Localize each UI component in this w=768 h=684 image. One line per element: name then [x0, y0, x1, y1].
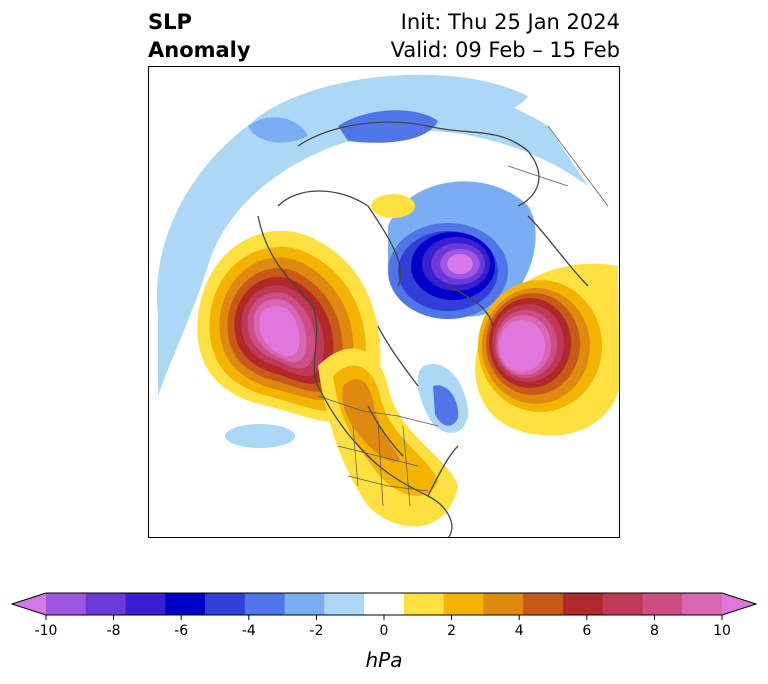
- colorbar-unit-label: hPa: [366, 648, 403, 672]
- colorbar-segments: [10, 592, 758, 616]
- colorbar-segment: [642, 593, 683, 615]
- colorbar-tick-label: 4: [515, 623, 524, 639]
- colorbar-segment: [125, 593, 166, 615]
- colorbar-tick-label: -4: [242, 623, 256, 639]
- colorbar-ticks: -10 -8 -6 -4 -2 0 2 4 6 8 10: [35, 615, 731, 639]
- anomaly-low-hudson-2: [433, 385, 459, 426]
- colorbar-segment: [46, 593, 87, 615]
- anomaly-high-europe: [475, 263, 620, 436]
- colorbar-segment: [483, 593, 524, 615]
- colorbar-tick-label: -6: [174, 623, 188, 639]
- anomaly-low-atlantic-8: [447, 254, 473, 274]
- chart-title-left: SLP Anomaly: [148, 8, 251, 64]
- coastlines: [257, 121, 589, 538]
- colorbar-tick-label: -10: [35, 623, 58, 639]
- colorbar-segment: [284, 593, 325, 615]
- colorbar-tick-label: 8: [650, 623, 659, 639]
- anomaly-arctic-1: [338, 110, 438, 143]
- map-frame: [148, 66, 620, 538]
- colorbar-segment: [443, 593, 484, 615]
- colorbar-segment: [562, 593, 604, 615]
- colorbar-tick-label: 0: [380, 623, 389, 639]
- slp-anomaly-map: [148, 66, 620, 538]
- anomaly-arctic-2: [248, 117, 308, 143]
- anomaly-neg-ring: [156, 81, 589, 396]
- anomaly-high-na-ext-3: [342, 378, 400, 462]
- colorbar-segment: [682, 593, 723, 615]
- colorbar-tick-label: 6: [582, 623, 591, 639]
- title-init-date: Init: Thu 25 Jan 2024: [400, 10, 620, 34]
- colorbar-tick-label: -2: [309, 623, 323, 639]
- colorbar-tick-label: 10: [713, 623, 731, 639]
- colorbar-segment: [205, 593, 246, 615]
- title-valid-range: Valid: 09 Feb – 15 Feb: [390, 38, 620, 62]
- colorbar-segment: [403, 593, 445, 615]
- colorbar-segment: [364, 593, 405, 615]
- anomaly-high-arctic: [371, 194, 415, 218]
- anomaly-high-pacific: [197, 230, 381, 423]
- colorbar-segment: [165, 593, 206, 615]
- colorbar-extend-min: [12, 593, 46, 615]
- colorbar-segment: [602, 593, 643, 615]
- title-variable: SLP: [148, 10, 192, 34]
- country-borders: [317, 125, 609, 507]
- anomaly-low-pacific-small: [225, 424, 295, 448]
- colorbar-segment: [244, 593, 286, 615]
- chart-title-right: Init: Thu 25 Jan 2024 Valid: 09 Feb – 15…: [391, 8, 620, 64]
- colorbar: -10 -8 -6 -4 -2 0 2 4 6 8 10 hPa: [10, 592, 758, 672]
- colorbar-segment: [523, 593, 564, 615]
- colorbar-tick-label: -8: [107, 623, 121, 639]
- colorbar-extend-max: [722, 593, 756, 615]
- anomaly-neg-ring-top: [248, 74, 528, 129]
- colorbar-segment: [324, 593, 365, 615]
- colorbar-tick-label: 2: [447, 623, 456, 639]
- colorbar-segment: [85, 593, 127, 615]
- title-field: Anomaly: [148, 38, 251, 62]
